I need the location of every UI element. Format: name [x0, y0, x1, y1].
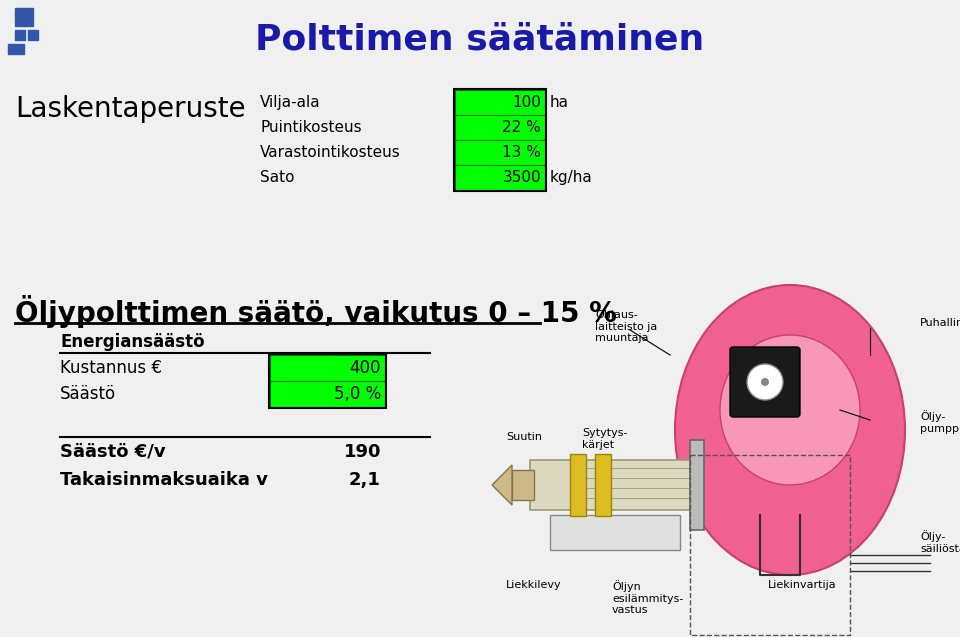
Text: 3500: 3500 — [502, 170, 541, 185]
Text: Laskentaperuste: Laskentaperuste — [15, 95, 246, 123]
Bar — [690, 440, 704, 530]
FancyBboxPatch shape — [512, 470, 534, 500]
Bar — [530, 460, 695, 510]
Text: Sytytys-
kärjet: Sytytys- kärjet — [582, 428, 628, 450]
Circle shape — [747, 364, 783, 400]
Text: Öljy-
pumppu: Öljy- pumppu — [920, 410, 960, 434]
Text: 100: 100 — [512, 95, 541, 110]
Circle shape — [761, 378, 769, 386]
Text: Kustannus €: Kustannus € — [60, 359, 162, 377]
Bar — [595, 454, 611, 516]
Text: Öljy-
säiliöstä: Öljy- säiliöstä — [920, 530, 960, 554]
Ellipse shape — [675, 285, 905, 575]
Text: 5,0 %: 5,0 % — [334, 385, 381, 403]
Text: Liekkilevy: Liekkilevy — [506, 580, 562, 590]
Bar — [550, 515, 680, 550]
Text: Puintikosteus: Puintikosteus — [260, 120, 362, 135]
Bar — [269, 354, 386, 408]
Bar — [28, 30, 38, 40]
Text: Energiansäästö: Energiansäästö — [60, 333, 204, 351]
Ellipse shape — [720, 335, 860, 485]
Text: kg/ha: kg/ha — [550, 170, 592, 185]
Text: Säästö: Säästö — [60, 385, 116, 403]
Text: 13 %: 13 % — [502, 145, 541, 160]
Text: 2,1: 2,1 — [349, 471, 381, 489]
Text: ha: ha — [550, 95, 569, 110]
Bar — [690, 455, 850, 635]
Bar — [454, 89, 546, 191]
Text: 400: 400 — [349, 359, 381, 377]
Text: Puhallin: Puhallin — [920, 318, 960, 328]
Text: Varastointikosteus: Varastointikosteus — [260, 145, 400, 160]
Text: Takaisinmaksuaika v: Takaisinmaksuaika v — [60, 471, 268, 489]
Text: Öljyn
esilämmitys-
vastus: Öljyn esilämmitys- vastus — [612, 580, 684, 615]
Text: 190: 190 — [344, 443, 381, 461]
Bar — [15, 8, 33, 26]
Text: Suutin: Suutin — [506, 432, 542, 442]
Text: Polttimen säätäminen: Polttimen säätäminen — [255, 23, 705, 57]
Text: Liekinvartija: Liekinvartija — [768, 580, 836, 590]
Bar — [455, 140, 545, 165]
Bar — [270, 355, 385, 381]
Bar — [455, 165, 545, 190]
Bar — [8, 44, 24, 54]
Text: Vilja-ala: Vilja-ala — [260, 95, 321, 110]
Bar — [455, 90, 545, 115]
Bar — [270, 381, 385, 407]
Text: 22 %: 22 % — [502, 120, 541, 135]
Polygon shape — [492, 465, 512, 505]
Bar — [15, 30, 25, 40]
FancyBboxPatch shape — [730, 347, 800, 417]
Text: Öljypolttimen säätö, vaikutus 0 – 15 %: Öljypolttimen säätö, vaikutus 0 – 15 % — [15, 295, 617, 328]
Text: Ohjaus-
laitteisto ja
muuntaja: Ohjaus- laitteisto ja muuntaja — [595, 310, 658, 343]
Bar — [570, 454, 586, 516]
Text: Säästö €/v: Säästö €/v — [60, 443, 166, 461]
Text: Sato: Sato — [260, 170, 295, 185]
Bar — [455, 115, 545, 140]
